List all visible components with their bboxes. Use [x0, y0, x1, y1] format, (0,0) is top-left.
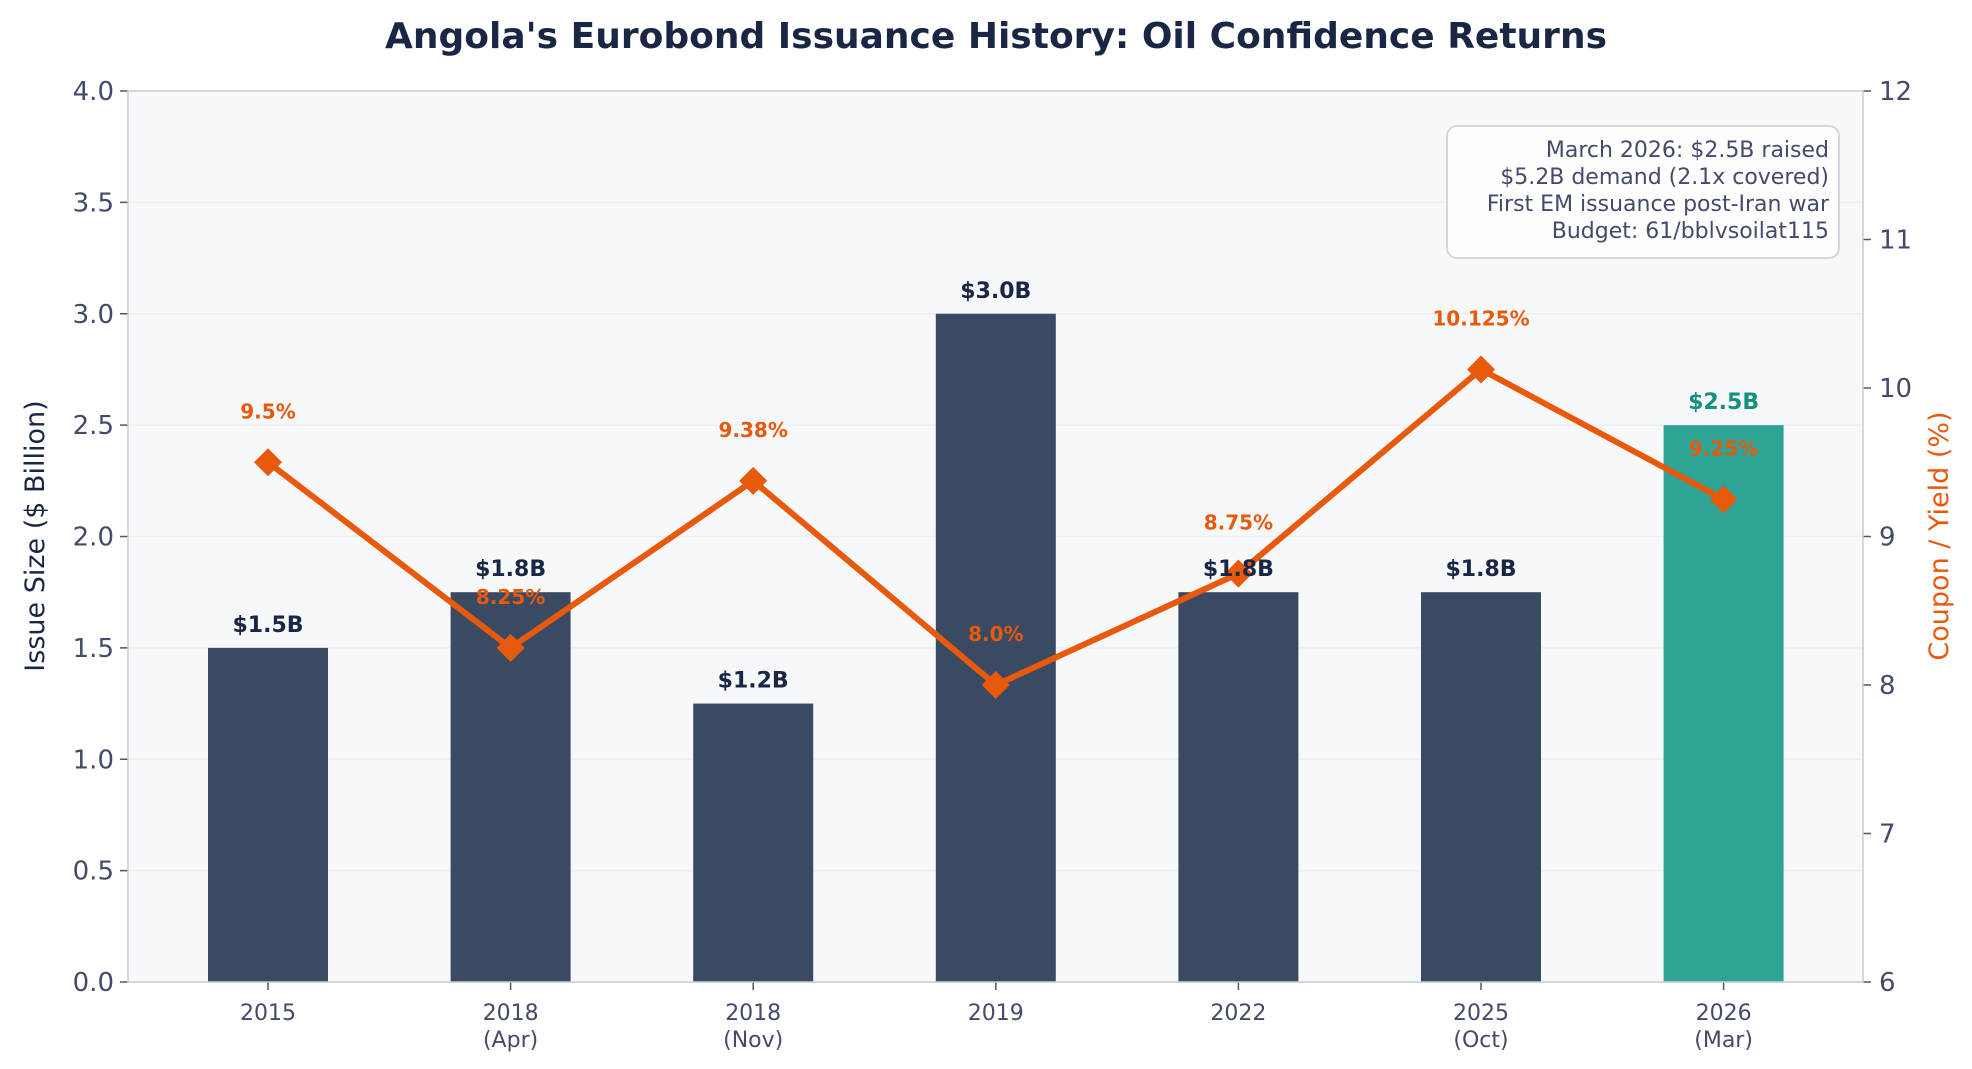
chart-title: Angola's Eurobond Issuance History: Oil …: [385, 16, 1607, 57]
y-tick-label: 1.0: [73, 745, 114, 775]
bar-value-label: $2.5B: [1688, 390, 1759, 415]
y-tick-label: 0.5: [73, 857, 114, 887]
annotation-box: March 2026: $2.5B raised $5.2B demand (2…: [1446, 125, 1840, 259]
coupon-marker: [1709, 485, 1738, 514]
coupon-label: 9.38%: [719, 418, 788, 442]
x-tick-label: (Apr): [483, 1028, 538, 1053]
y-tick-label: 2.5: [73, 411, 114, 441]
bar-value-label: $1.8B: [1203, 557, 1274, 582]
x-tick-label: 2015: [240, 1001, 296, 1026]
x-tick-label: (Mar): [1694, 1028, 1753, 1053]
coupon-label: 9.25%: [1689, 436, 1758, 460]
annotation-line: March 2026: $2.5B raised: [1546, 138, 1829, 163]
bar-value-label: $3.0B: [960, 279, 1031, 304]
bar: [1663, 425, 1784, 982]
x-tick-label: 2026: [1696, 1001, 1752, 1026]
bar: [208, 647, 328, 982]
bar-value-label: $1.8B: [1445, 557, 1516, 582]
coupon-label: 9.5%: [240, 399, 295, 423]
y2-tick-label: 12: [1879, 77, 1912, 107]
y2-tick-label: 6: [1879, 968, 1896, 998]
bar: [1178, 592, 1299, 982]
y-tick-label: 4.0: [73, 77, 114, 107]
annotation-line: $5.2B demand (2.1x covered): [1500, 165, 1829, 190]
x-tick-label: 2019: [968, 1001, 1024, 1026]
coupon-marker: [254, 448, 282, 477]
y2-tick-label: 8: [1879, 671, 1896, 701]
annotation-line: Budget: 61/bblvsoilat115: [1552, 219, 1829, 244]
y2-axis-label: Coupon / Yield (%): [1924, 411, 1955, 660]
coupon-marker: [981, 671, 1010, 699]
y-tick-label: 2.0: [73, 523, 114, 553]
coupon-label: 8.25%: [476, 585, 545, 609]
coupon-marker: [1224, 559, 1253, 588]
x-tick-label: (Oct): [1453, 1028, 1508, 1053]
x-tick-label: 2022: [1210, 1001, 1266, 1026]
coupon-label: 10.125%: [1432, 306, 1529, 330]
bar-value-label: $1.2B: [718, 669, 789, 694]
x-tick-label: 2018: [725, 1001, 781, 1026]
annotation-line: First EM issuance post-Iran war: [1487, 192, 1830, 217]
coupon-label: 8.0%: [968, 622, 1023, 646]
coupon-marker: [1467, 355, 1495, 384]
x-tick-label: 2018: [483, 1001, 539, 1026]
y-tick-label: 1.5: [73, 634, 114, 664]
bar: [693, 703, 814, 982]
y-tick-label: 0.0: [73, 968, 114, 998]
y2-tick-label: 7: [1879, 820, 1896, 850]
x-tick-label: 2025: [1453, 1001, 1509, 1026]
y2-tick-label: 10: [1879, 374, 1912, 404]
coupon-marker: [739, 466, 768, 495]
y2-tick-label: 9: [1879, 523, 1896, 553]
coupon-label: 8.75%: [1204, 511, 1273, 535]
bar-value-label: $1.8B: [475, 557, 546, 582]
x-tick-label: (Nov): [723, 1028, 783, 1053]
coupon-marker: [496, 633, 525, 662]
bar-value-label: $1.5B: [232, 613, 303, 638]
y2-tick-label: 11: [1879, 226, 1912, 256]
y-tick-label: 3.5: [73, 188, 114, 218]
plot-frame: [127, 90, 1864, 983]
y-tick-label: 3.0: [73, 300, 114, 330]
y-axis-label: Issue Size ($ Billion): [20, 400, 51, 671]
bar: [1421, 592, 1541, 982]
